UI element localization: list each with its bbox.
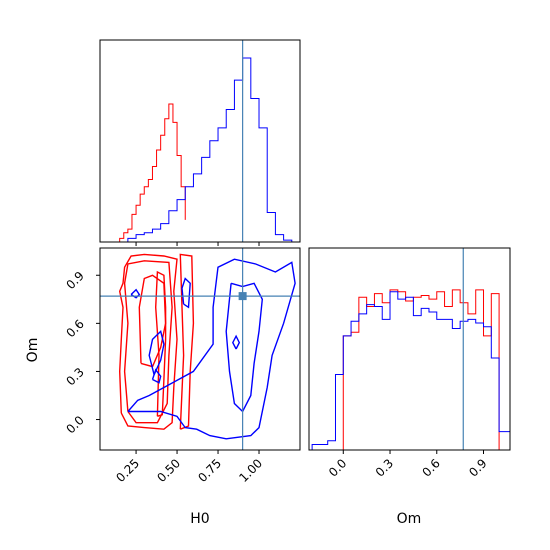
x-axis-label-h0: H0 (190, 511, 209, 527)
x-axis-label-om: Om (397, 511, 422, 527)
contour-line-6 (127, 258, 296, 440)
panel-hist-om: 0.0 0.3 0.6 0.9 (308, 247, 511, 480)
panel-scatter-h0-om: 0.25 0.50 0.75 1.00 0.0 0.3 0.6 0.9 (63, 247, 301, 485)
contour-line-7 (225, 282, 264, 413)
contour-line-2 (123, 260, 173, 424)
scatter-x-tick-label: 0.25 (113, 456, 142, 485)
hist-om-x-tick-label: 0.0 (326, 456, 349, 479)
hist-om-step-series-2 (311, 291, 511, 450)
contour-line-12 (232, 334, 241, 350)
scatter-x-tick-label: 1.00 (236, 456, 265, 485)
scatter-y-tick-label: 0.3 (63, 365, 86, 388)
contour-line-9 (151, 368, 162, 384)
scatter-frame (99, 247, 301, 451)
hist-h0-frame (99, 39, 301, 243)
scatter-y-tick-label: 0.9 (63, 269, 86, 292)
hist-om-x-tick-label: 0.3 (373, 456, 396, 479)
hist-om-x-tick-label: 0.9 (466, 456, 489, 479)
panel-hist-h0 (99, 39, 301, 246)
hist-h0-step-series-1 (119, 103, 186, 242)
scatter-x-tick-label: 0.75 (195, 456, 224, 485)
scatter-y-tick-label: 0.6 (63, 317, 86, 340)
hist-om-frame (308, 247, 511, 451)
hist-om-x-tick-label: 0.6 (419, 456, 442, 479)
y-axis-label-om: Om (25, 338, 41, 363)
contour-line-11 (181, 277, 191, 309)
scatter-y-tick-label: 0.0 (63, 413, 86, 436)
contour-line-8 (148, 330, 165, 375)
contour-line-4 (138, 274, 167, 368)
contour-line-1 (118, 253, 178, 430)
contour-line-5 (179, 253, 195, 430)
scatter-x-tick-label: 0.50 (154, 456, 183, 485)
hist-h0-step-series-2 (127, 57, 293, 242)
truth-marker (238, 292, 247, 301)
